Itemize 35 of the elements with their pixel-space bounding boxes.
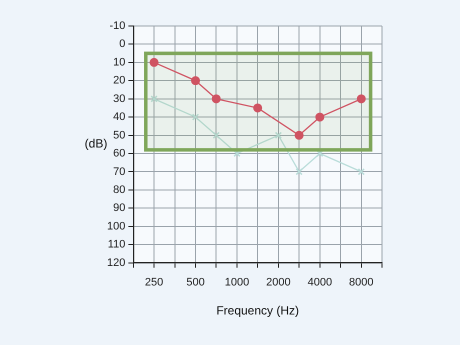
y-tick-label: 110 [108, 238, 126, 251]
point [294, 130, 304, 140]
y-tick-label: 70 [113, 166, 126, 178]
point [315, 112, 324, 122]
y-tick-label: 40 [113, 111, 126, 124]
y-tick-label: 0 [119, 38, 126, 50]
y-tick-label: 60 [113, 148, 126, 160]
point [296, 168, 303, 176]
y-tick-label: 10 [113, 56, 126, 68]
x-tick-label: 2000 [266, 276, 291, 288]
point [150, 58, 159, 67]
y-tick-label: 90 [113, 202, 126, 214]
x-axis-title: Frequency (Hz) [216, 303, 300, 318]
y-tick-label: 30 [113, 92, 126, 105]
point [253, 103, 262, 112]
point [358, 168, 365, 176]
x-tick-label: 4000 [308, 276, 332, 288]
y-tick-label: 120 [106, 256, 126, 269]
y-tick-label: -10 [109, 20, 126, 32]
point [356, 94, 366, 104]
point [191, 76, 200, 86]
y-tick-label: 50 [113, 129, 126, 142]
x-tick-label: 8000 [349, 276, 374, 288]
point [274, 132, 282, 139]
x-tick-label: 1000 [224, 276, 250, 288]
y-tick-label: 100 [106, 220, 126, 232]
x-tick-label: 250 [144, 276, 164, 288]
point [192, 114, 200, 121]
x-tick-label: 500 [186, 276, 205, 288]
point [150, 95, 158, 102]
y-tick-label: 20 [113, 74, 126, 87]
point [212, 94, 221, 104]
y-tick-label: 80 [113, 184, 126, 196]
point [212, 132, 220, 139]
y-axis-title: (dB) [84, 136, 108, 151]
